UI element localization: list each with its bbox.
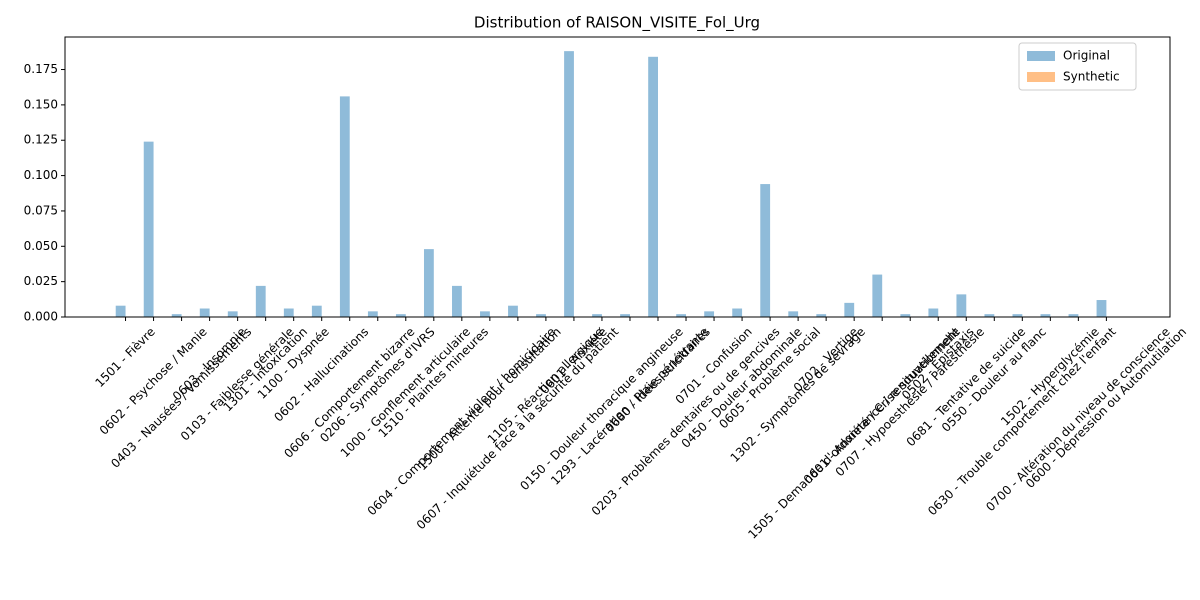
bar (704, 311, 715, 317)
bar (367, 311, 378, 317)
bar (956, 294, 967, 317)
bar (199, 308, 210, 317)
bar (311, 305, 322, 317)
y-tick-label: 0.125 (24, 133, 58, 147)
bar (115, 305, 126, 317)
legend-swatch (1027, 51, 1055, 61)
legend-label: Synthetic (1063, 70, 1120, 84)
plot-frame (64, 36, 1171, 318)
bar (872, 274, 883, 317)
bar (227, 311, 238, 317)
bar (255, 285, 266, 317)
legend-label: Original (1063, 49, 1110, 63)
bar (339, 96, 350, 317)
bar (564, 51, 574, 317)
bar (676, 314, 687, 317)
y-tick-label: 0.150 (24, 97, 58, 111)
bar (648, 56, 658, 318)
bar (760, 184, 771, 317)
y-tick-label: 0.050 (24, 239, 58, 253)
legend-swatch (1027, 72, 1055, 82)
y-tick-label: 0.075 (24, 203, 58, 217)
bar (536, 314, 546, 317)
bar (480, 311, 490, 317)
bar (1068, 314, 1079, 317)
bar (395, 314, 406, 317)
bar (788, 311, 799, 317)
bar (1040, 314, 1051, 317)
bar (900, 314, 911, 317)
y-tick-label: 0.000 (24, 310, 58, 324)
bar (592, 314, 602, 317)
bar (283, 308, 294, 317)
bar (171, 314, 182, 317)
bar (1096, 300, 1107, 317)
bar (143, 141, 154, 317)
bar (816, 314, 827, 317)
bar (1012, 314, 1023, 317)
bar (452, 285, 462, 317)
bar (620, 314, 630, 317)
bar (423, 249, 434, 317)
chart-title: Distribution of RAISON_VISITE_Fol_Urg (474, 14, 760, 33)
y-tick-label: 0.175 (24, 62, 58, 76)
bar (928, 308, 939, 317)
y-tick-label: 0.100 (24, 168, 58, 182)
bar (508, 305, 518, 317)
bar (844, 302, 855, 317)
bar (984, 314, 995, 317)
y-tick-label: 0.025 (24, 274, 58, 288)
bar (732, 308, 743, 317)
